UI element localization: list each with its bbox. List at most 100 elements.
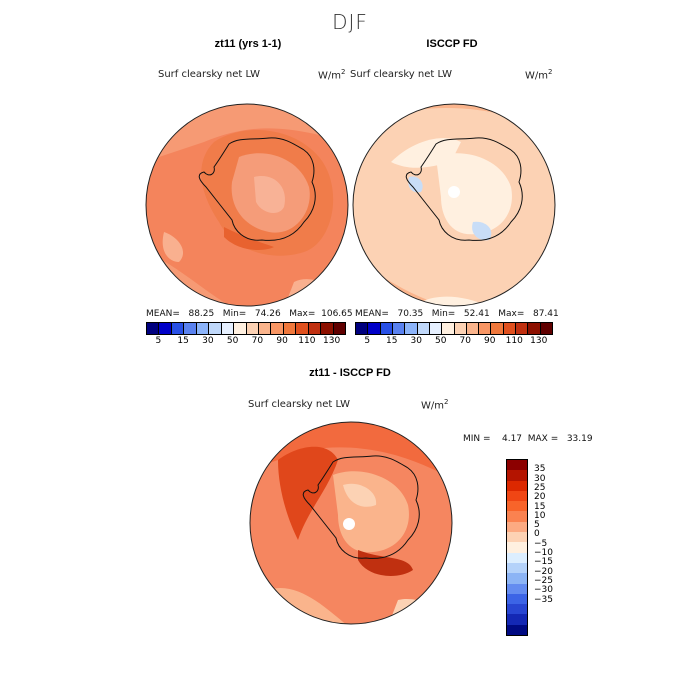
colorbar-tick-label: −30 bbox=[534, 585, 553, 596]
colorbar-tick-label: 50 bbox=[435, 336, 447, 346]
colorbar-swatch bbox=[234, 323, 247, 334]
colorbar-swatch bbox=[196, 323, 210, 334]
colorbar-swatch bbox=[507, 460, 527, 471]
diff-colorbar-labels: 35 30 25 20 15 10 5 0 −5 −10 −15 −20 −25 −30 −35 bbox=[534, 459, 574, 619]
right-colorbar bbox=[355, 322, 553, 335]
colorbar-tick-label: 15 bbox=[534, 501, 546, 512]
colorbar-swatch bbox=[466, 323, 480, 334]
left-colorbar bbox=[146, 322, 346, 335]
colorbar-swatch bbox=[540, 323, 552, 334]
colorbar-tick-label: 10 bbox=[534, 510, 546, 521]
colorbar-swatch bbox=[503, 323, 517, 334]
right-stats: MEAN= 70.35 Min= 52.41 Max= 87.41 bbox=[355, 309, 559, 319]
colorbar-swatch bbox=[417, 323, 430, 334]
main-title: DJF bbox=[332, 10, 368, 34]
diff-antarctica-coastline bbox=[302, 455, 420, 559]
left-map-region-lighter bbox=[284, 279, 348, 306]
right-antarctica-coastline bbox=[405, 137, 523, 241]
colorbar-swatch bbox=[308, 323, 322, 334]
colorbar-swatch bbox=[507, 532, 527, 543]
colorbar-swatch bbox=[491, 323, 504, 334]
right-unit-label: W/m2 bbox=[525, 68, 553, 82]
diff-unit-label: W/m2 bbox=[421, 398, 449, 412]
colorbar-swatch bbox=[271, 323, 284, 334]
diff-variable-label: Surf clearsky net LW bbox=[248, 399, 351, 410]
colorbar-swatch bbox=[209, 323, 222, 334]
diff-polar-map bbox=[249, 421, 453, 625]
colorbar-swatch bbox=[333, 323, 345, 334]
colorbar-tick-label: 110 bbox=[298, 336, 316, 346]
colorbar-tick-label: −20 bbox=[534, 566, 553, 577]
colorbar-swatch bbox=[507, 501, 527, 512]
colorbar-swatch bbox=[368, 323, 381, 334]
left-variable-label: Surf clearsky net LW bbox=[158, 69, 261, 80]
colorbar-swatch bbox=[454, 323, 467, 334]
right-colorbar-labels: 5 15 30 50 70 90 110 130 bbox=[355, 336, 551, 348]
colorbar-swatch bbox=[507, 511, 527, 522]
colorbar-swatch bbox=[507, 490, 527, 502]
colorbar-swatch bbox=[221, 323, 235, 334]
colorbar-swatch bbox=[507, 542, 527, 553]
colorbar-swatch bbox=[507, 562, 527, 574]
right-polar-map bbox=[352, 103, 556, 307]
colorbar-tick-label: −15 bbox=[534, 557, 553, 568]
colorbar-tick-label: 15 bbox=[177, 336, 189, 346]
colorbar-tick-label: 70 bbox=[251, 336, 264, 346]
colorbar-tick-label: 5 bbox=[364, 336, 371, 346]
colorbar-swatch bbox=[479, 323, 492, 334]
colorbar-swatch bbox=[507, 521, 527, 533]
diff-map-pole-hole bbox=[343, 518, 355, 530]
colorbar-tick-label: −35 bbox=[534, 594, 553, 605]
colorbar-tick-label: 5 bbox=[155, 336, 162, 346]
colorbar-tick-label: 30 bbox=[202, 336, 214, 346]
diff-map-region-pale bbox=[343, 483, 377, 507]
colorbar-swatch bbox=[258, 323, 272, 334]
colorbar-tick-label: 90 bbox=[484, 336, 496, 346]
colorbar-swatch bbox=[356, 323, 369, 334]
colorbar-tick-label: 50 bbox=[226, 336, 239, 346]
diff-colorbar bbox=[506, 459, 528, 637]
colorbar-swatch bbox=[507, 624, 527, 636]
colorbar-tick-label: 110 bbox=[505, 336, 523, 346]
colorbar-swatch bbox=[405, 323, 418, 334]
colorbar-swatch bbox=[442, 323, 455, 334]
colorbar-swatch bbox=[429, 323, 443, 334]
colorbar-swatch bbox=[321, 323, 334, 334]
right-map-pole-hole bbox=[448, 186, 460, 198]
colorbar-swatch bbox=[507, 583, 527, 594]
colorbar-swatch bbox=[507, 614, 527, 625]
diff-map-border bbox=[249, 421, 453, 625]
colorbar-tick-label: 20 bbox=[534, 492, 546, 503]
colorbar-swatch bbox=[507, 480, 527, 491]
colorbar-swatch bbox=[516, 323, 529, 334]
colorbar-tick-label: −5 bbox=[534, 538, 548, 549]
right-map-region-pale-core bbox=[436, 153, 512, 235]
colorbar-tick-label: −25 bbox=[534, 575, 553, 586]
colorbar-swatch bbox=[380, 323, 393, 334]
left-map-region-patch bbox=[162, 232, 184, 262]
right-panel-title: ISCCP FD bbox=[426, 38, 478, 50]
right-variable-label: Surf clearsky net LW bbox=[350, 69, 453, 80]
colorbar-tick-label: 30 bbox=[410, 336, 422, 346]
colorbar-tick-label: 5 bbox=[534, 520, 540, 531]
colorbar-swatch bbox=[159, 323, 172, 334]
colorbar-tick-label: 15 bbox=[386, 336, 398, 346]
right-map-region-cool bbox=[408, 176, 423, 193]
right-map-region-cool bbox=[472, 221, 492, 241]
colorbar-swatch bbox=[507, 470, 527, 481]
left-unit-label: W/m2 bbox=[318, 68, 346, 82]
colorbar-tick-label: 130 bbox=[530, 336, 548, 346]
left-map-border bbox=[145, 103, 349, 307]
colorbar-swatch bbox=[392, 323, 406, 334]
colorbar-swatch bbox=[507, 573, 527, 584]
left-polar-map bbox=[145, 103, 349, 307]
colorbar-tick-label: 25 bbox=[534, 482, 546, 493]
colorbar-swatch bbox=[171, 323, 185, 334]
left-antarctica-coastline bbox=[198, 137, 316, 241]
colorbar-swatch bbox=[507, 552, 527, 563]
colorbar-tick-label: −10 bbox=[534, 548, 553, 558]
left-stats: MEAN= 88.25 Min= 74.26 Max= 106.65 bbox=[146, 309, 353, 319]
colorbar-swatch bbox=[246, 323, 259, 334]
diff-map-region-darker bbox=[278, 446, 338, 540]
right-map-border bbox=[352, 103, 556, 307]
